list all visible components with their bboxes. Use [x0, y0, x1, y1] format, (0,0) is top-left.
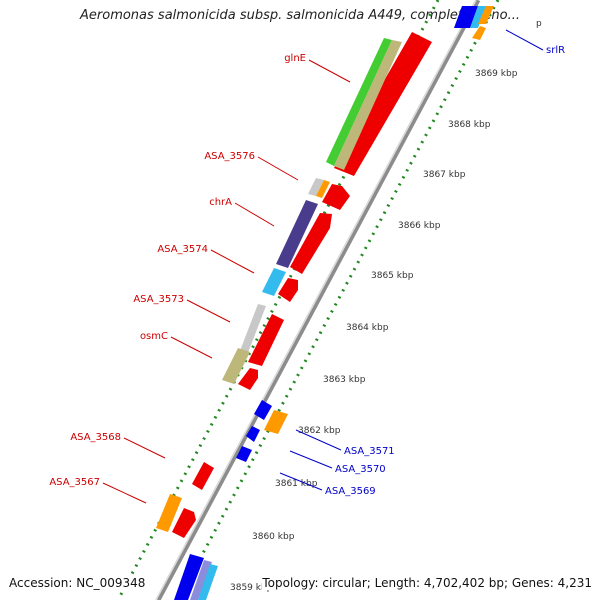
- right-gene-labels: srlR ASA_3571 ASA_3570 ASA_3569: [279, 29, 565, 497]
- gene-feature[interactable]: [222, 348, 250, 384]
- label-leader: [234, 202, 275, 227]
- cds-feature[interactable]: [192, 462, 214, 490]
- gene-feature[interactable]: [470, 6, 486, 28]
- gene-feature[interactable]: [276, 200, 318, 268]
- forward-strand-features: [156, 6, 494, 600]
- gene-label-chra[interactable]: chrA: [209, 197, 232, 208]
- gene-feature[interactable]: [334, 40, 402, 170]
- accession-text: Accession: NC_009348: [9, 576, 146, 590]
- gene-feature[interactable]: [236, 446, 252, 462]
- tick-label: 3859 kbp: [230, 583, 273, 593]
- gene-feature[interactable]: [478, 6, 494, 24]
- gene-label-asa-3571[interactable]: ASA_3571: [344, 446, 395, 457]
- tick-label: 3866 kbp: [398, 221, 441, 231]
- tick-label: 3862 kbp: [298, 426, 341, 436]
- tick-label: 3860 kbp: [252, 532, 295, 542]
- cds-feature[interactable]: [172, 508, 196, 538]
- tick-label: 3864 kbp: [346, 323, 389, 333]
- gene-label-asa-3567[interactable]: ASA_3567: [49, 477, 100, 488]
- gene-label-asa-3573[interactable]: ASA_3573: [133, 294, 184, 305]
- gene-feature[interactable]: [254, 400, 272, 420]
- label-leader: [186, 299, 231, 323]
- gene-label-srlr[interactable]: srlR: [546, 45, 565, 56]
- label-leader: [308, 59, 351, 83]
- tick-label: 3867 kbp: [423, 170, 466, 180]
- label-leader: [210, 249, 255, 274]
- gene-feature[interactable]: [156, 494, 182, 532]
- gene-label-asa-3576[interactable]: ASA_3576: [204, 151, 255, 162]
- gene-feature[interactable]: [262, 268, 286, 296]
- genome-backbone-highlight: [155, 0, 477, 600]
- cds-feature[interactable]: [290, 213, 332, 274]
- gene-feature[interactable]: [308, 178, 324, 196]
- topology-text: Topology: circular; Length: 4,702,402 bp…: [262, 576, 592, 590]
- cds-feature[interactable]: [248, 314, 284, 366]
- gene-label-asa-3570[interactable]: ASA_3570: [335, 464, 386, 475]
- inner-tick-ring: [176, 0, 500, 600]
- gene-label-glnE[interactable]: glnE: [284, 53, 306, 64]
- gene-label-asa-3568[interactable]: ASA_3568: [70, 432, 121, 443]
- tick-label: 3868 kbp: [448, 120, 491, 130]
- gene-feature[interactable]: [472, 26, 486, 40]
- left-gene-labels: glnE ASA_3576 chrA ASA_3574 ASA_3573 osm…: [49, 53, 351, 504]
- label-leader: [505, 29, 544, 51]
- gene-feature[interactable]: [238, 304, 266, 358]
- label-leader: [295, 429, 342, 451]
- kbp-tick-labels: 3859 kbp 3860 kbp 3861 kbp 3862 kbp 3863…: [230, 19, 542, 593]
- genome-backbone: [155, 0, 481, 600]
- label-leader: [123, 437, 166, 459]
- tick-label: 3863 kbp: [323, 375, 366, 385]
- tick-label: p: [536, 19, 542, 29]
- gene-label-osmc[interactable]: osmC: [140, 331, 168, 342]
- cds-feature[interactable]: [238, 368, 258, 390]
- tick-label: 3861 kbp: [275, 479, 318, 489]
- gene-feature[interactable]: [174, 554, 204, 600]
- gene-feature[interactable]: [316, 180, 330, 198]
- cds-feature[interactable]: [322, 184, 350, 210]
- tick-label: 3869 kbp: [475, 69, 518, 79]
- label-leader: [289, 450, 333, 469]
- label-leader: [257, 156, 299, 181]
- gene-feature[interactable]: [246, 426, 260, 442]
- gene-feature[interactable]: [198, 564, 218, 600]
- tick-label: 3865 kbp: [371, 271, 414, 281]
- label-leader: [170, 336, 213, 359]
- gene-label-asa-3574[interactable]: ASA_3574: [157, 244, 208, 255]
- cds-feature[interactable]: [334, 32, 432, 176]
- gene-label-asa-3569[interactable]: ASA_3569: [325, 486, 376, 497]
- map-title: Aeromonas salmonicida subsp. salmonicida…: [80, 8, 520, 23]
- gene-feature[interactable]: [190, 560, 212, 600]
- gene-feature[interactable]: [264, 410, 288, 434]
- label-leader: [102, 482, 147, 504]
- reverse-strand-features: [172, 32, 432, 538]
- label-leader: [279, 472, 323, 491]
- cds-feature[interactable]: [278, 278, 298, 302]
- gene-feature[interactable]: [326, 38, 392, 166]
